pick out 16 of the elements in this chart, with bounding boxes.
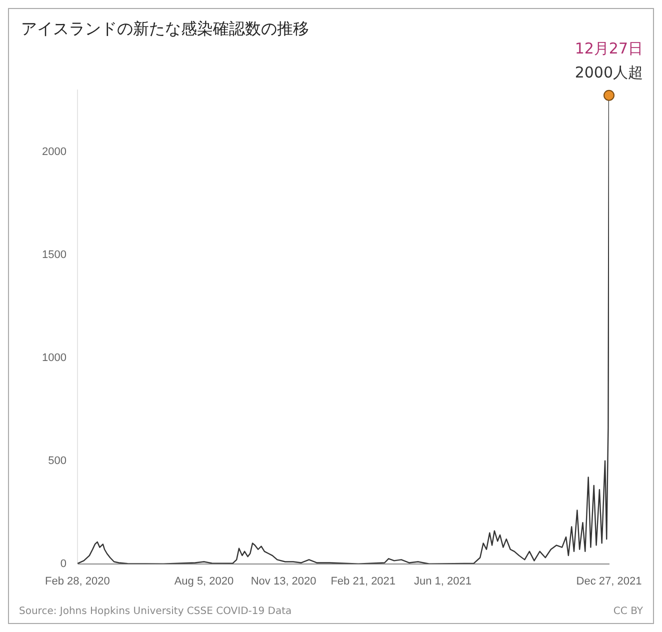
y-tick-label: 500	[48, 454, 66, 467]
x-tick-label: Jun 1, 2021	[414, 575, 472, 588]
text: CC BY	[613, 606, 643, 617]
y-tick-label: 1000	[42, 352, 66, 364]
x-tick-label: Nov 13, 2020	[250, 575, 316, 588]
y-tick-label: 1500	[42, 248, 66, 261]
y-tick-label: 2000	[42, 146, 66, 158]
annotation: 2000人超	[574, 64, 643, 82]
x-tick-label: Feb 21, 2021	[330, 575, 396, 588]
source-note: Source: Johns Hopkins University CSSE COVID-19 Data	[19, 606, 292, 617]
x-tick-label: Aug 5, 2020	[174, 575, 234, 588]
chart-title: アイスランドの新たな感染確認数の推移	[21, 19, 309, 40]
y-tick-label: 0	[60, 558, 66, 570]
x-tick-label: Feb 28, 2020	[45, 575, 110, 588]
x-tick-label: Dec 27, 2021	[576, 575, 642, 588]
annotation: 12月27日	[574, 40, 643, 58]
